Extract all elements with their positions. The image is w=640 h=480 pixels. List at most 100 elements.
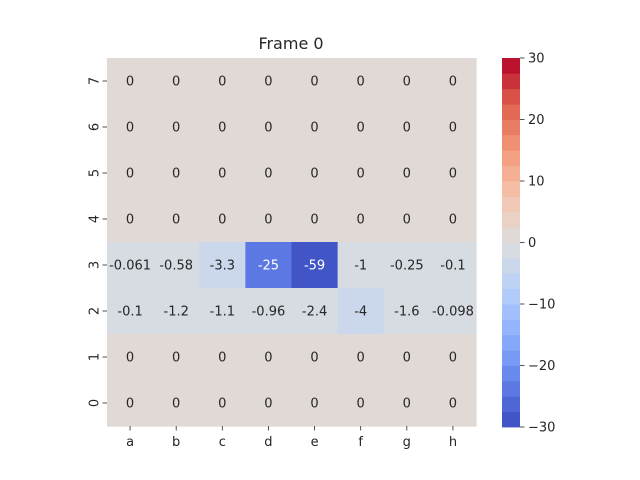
heatmap-cell [383, 196, 431, 243]
heatmap-cell [199, 150, 246, 197]
heatmap-cell [291, 242, 339, 289]
cell-annotation: 0 [172, 351, 180, 366]
cell-annotation: 0 [264, 213, 272, 228]
heatmap-cell [153, 242, 200, 289]
cell-annotation: 0 [126, 167, 134, 182]
cell-annotation: 0 [218, 397, 226, 412]
colorbar-band [502, 88, 520, 105]
chart-title: Frame 0 [258, 34, 323, 53]
colorbar-band [502, 319, 520, 336]
colorbar-band [502, 73, 520, 90]
cell-annotation: 0 [403, 397, 411, 412]
cell-annotation: 0 [264, 121, 272, 136]
heatmap-cell [245, 58, 293, 105]
heatmap-cell [107, 58, 154, 105]
heatmap-cell [153, 196, 200, 243]
heatmap-cell [153, 288, 200, 335]
x-tick-label: b [172, 435, 180, 450]
y-tick-label: 4 [88, 215, 103, 223]
cell-annotation: -0.25 [390, 259, 424, 274]
cell-annotation: 0 [264, 351, 272, 366]
cell-annotation: 0 [357, 397, 365, 412]
x-tick-label: d [264, 435, 272, 450]
cell-annotation: -1.1 [210, 305, 235, 320]
colorbar-band [502, 257, 520, 274]
colorbar-band [502, 396, 520, 413]
cell-annotation: 0 [218, 213, 226, 228]
colorbar-band [502, 273, 520, 290]
heatmap-cell [337, 288, 385, 335]
colorbar-tick-label: −10 [528, 298, 555, 313]
heatmap-cell [337, 334, 385, 381]
y-tick-label: 0 [88, 399, 103, 407]
cell-annotation: 0 [403, 121, 411, 136]
cell-annotation: 0 [218, 121, 226, 136]
cell-annotation: 0 [357, 351, 365, 366]
cell-annotation: -0.061 [109, 259, 151, 274]
cell-annotation: 0 [218, 75, 226, 90]
x-tick-label: e [311, 435, 319, 450]
cell-annotation: -0.58 [159, 259, 193, 274]
heatmap-cell [429, 150, 477, 197]
cell-annotation: -0.96 [252, 305, 286, 320]
cell-annotation: 0 [172, 75, 180, 90]
x-tick-label: c [219, 435, 226, 450]
colorbar-band [502, 58, 520, 74]
heatmap-cell [245, 104, 293, 151]
heatmap-cell [245, 242, 293, 289]
cell-annotation: 0 [449, 167, 457, 182]
cell-annotation: 0 [310, 397, 318, 412]
heatmap-cell [383, 288, 431, 335]
cell-annotation: 0 [126, 75, 134, 90]
heatmap-cell [291, 196, 339, 243]
colorbar-band [502, 365, 520, 382]
heatmap-cell [429, 242, 477, 289]
cell-annotation: 0 [218, 351, 226, 366]
heatmap-cell [291, 104, 339, 151]
cell-annotation: 0 [449, 121, 457, 136]
heatmap-cell [199, 288, 246, 335]
heatmap-cell [429, 58, 477, 105]
cell-annotation: 0 [126, 121, 134, 136]
heatmap-cell [245, 150, 293, 197]
heatmap-cell [199, 196, 246, 243]
colorbar-tick-label: 30 [528, 52, 545, 67]
heatmap-cell [245, 196, 293, 243]
heatmap-cell [107, 104, 154, 151]
heatmap-cell [107, 334, 154, 381]
cell-annotation: 0 [218, 167, 226, 182]
cell-annotation: -25 [258, 259, 279, 274]
cell-annotation: -3.3 [210, 259, 235, 274]
cell-annotation: 0 [403, 167, 411, 182]
heatmap-cell [107, 242, 154, 289]
cell-annotation: 0 [449, 213, 457, 228]
cell-annotation: 0 [310, 213, 318, 228]
cell-annotation: -2.4 [302, 305, 327, 320]
cell-annotation: 0 [357, 167, 365, 182]
heatmap-cells [107, 58, 477, 427]
colorbar-band [502, 227, 520, 243]
heatmap-cell [337, 150, 385, 197]
cell-annotation: -1 [354, 259, 367, 274]
cell-annotation: 0 [403, 213, 411, 228]
heatmap-cell [199, 242, 246, 289]
x-tick-label: g [403, 435, 411, 450]
heatmap-cell [245, 380, 293, 427]
heatmap-cell [383, 150, 431, 197]
cell-annotation: 0 [357, 213, 365, 228]
cell-annotation: 0 [310, 167, 318, 182]
heatmap-cell [383, 380, 431, 427]
cell-annotation: 0 [357, 75, 365, 90]
colorbar-band [502, 411, 520, 428]
heatmap-cell [107, 196, 154, 243]
heatmap-cell [429, 104, 477, 151]
cell-annotation: 0 [449, 351, 457, 366]
colorbar-band [502, 288, 520, 305]
heatmap-cell [291, 58, 339, 105]
colorbar: −30 −20 −10 0 10 20 30 [502, 52, 555, 436]
cell-annotation: 0 [172, 397, 180, 412]
cell-annotation: 0 [264, 167, 272, 182]
colorbar-band [502, 104, 520, 120]
heatmap-cell [337, 380, 385, 427]
heatmap-cell [429, 380, 477, 427]
